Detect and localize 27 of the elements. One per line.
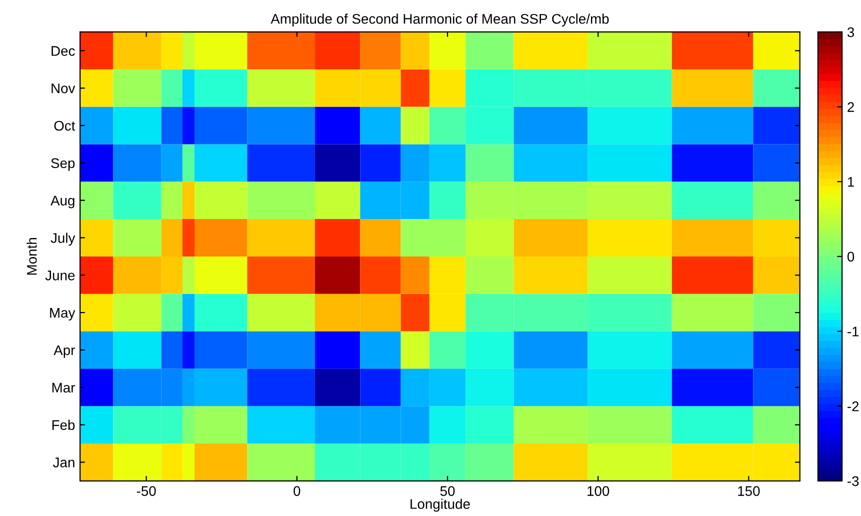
y-axis-title: Month bbox=[26, 238, 37, 275]
x-tick-label: 0 bbox=[294, 486, 300, 496]
y-tick-label: Jan bbox=[53, 458, 74, 468]
y-tick-label: July bbox=[50, 232, 76, 246]
x-tick-label: 150 bbox=[738, 486, 760, 496]
x-tick-label: 100 bbox=[588, 486, 610, 496]
x-axis-title: Longitude bbox=[410, 498, 470, 512]
y-tick-label: Mar bbox=[52, 382, 75, 393]
color-bar-label: 2 bbox=[848, 102, 854, 112]
y-tick-label: Feb bbox=[52, 420, 75, 430]
color-bar-label: -2 bbox=[848, 401, 859, 412]
y-tick-label: June bbox=[45, 270, 75, 280]
x-tick-label: 50 bbox=[440, 486, 455, 496]
chart-title: Amplitude of Second Harmonic of Mean SSP Cycle/mb bbox=[270, 14, 609, 27]
y-tick-label: Nov bbox=[52, 84, 76, 94]
color-bar-label: -3 bbox=[848, 476, 859, 486]
y-tick-label: May bbox=[50, 308, 76, 320]
y-tick-label: Oct bbox=[54, 120, 76, 131]
y-tick-label: Sep bbox=[51, 158, 75, 171]
color-bar-label: 3 bbox=[847, 27, 854, 38]
color-bar-label: -1 bbox=[848, 326, 859, 336]
y-tick-label: Apr bbox=[54, 345, 75, 358]
y-tick-label: Aug bbox=[50, 196, 74, 208]
x-tick-label: -50 bbox=[136, 486, 156, 496]
y-tick-label: Dec bbox=[52, 46, 75, 56]
color-bar-label: 0 bbox=[847, 252, 854, 262]
color-bar-label: 1 bbox=[848, 177, 854, 187]
